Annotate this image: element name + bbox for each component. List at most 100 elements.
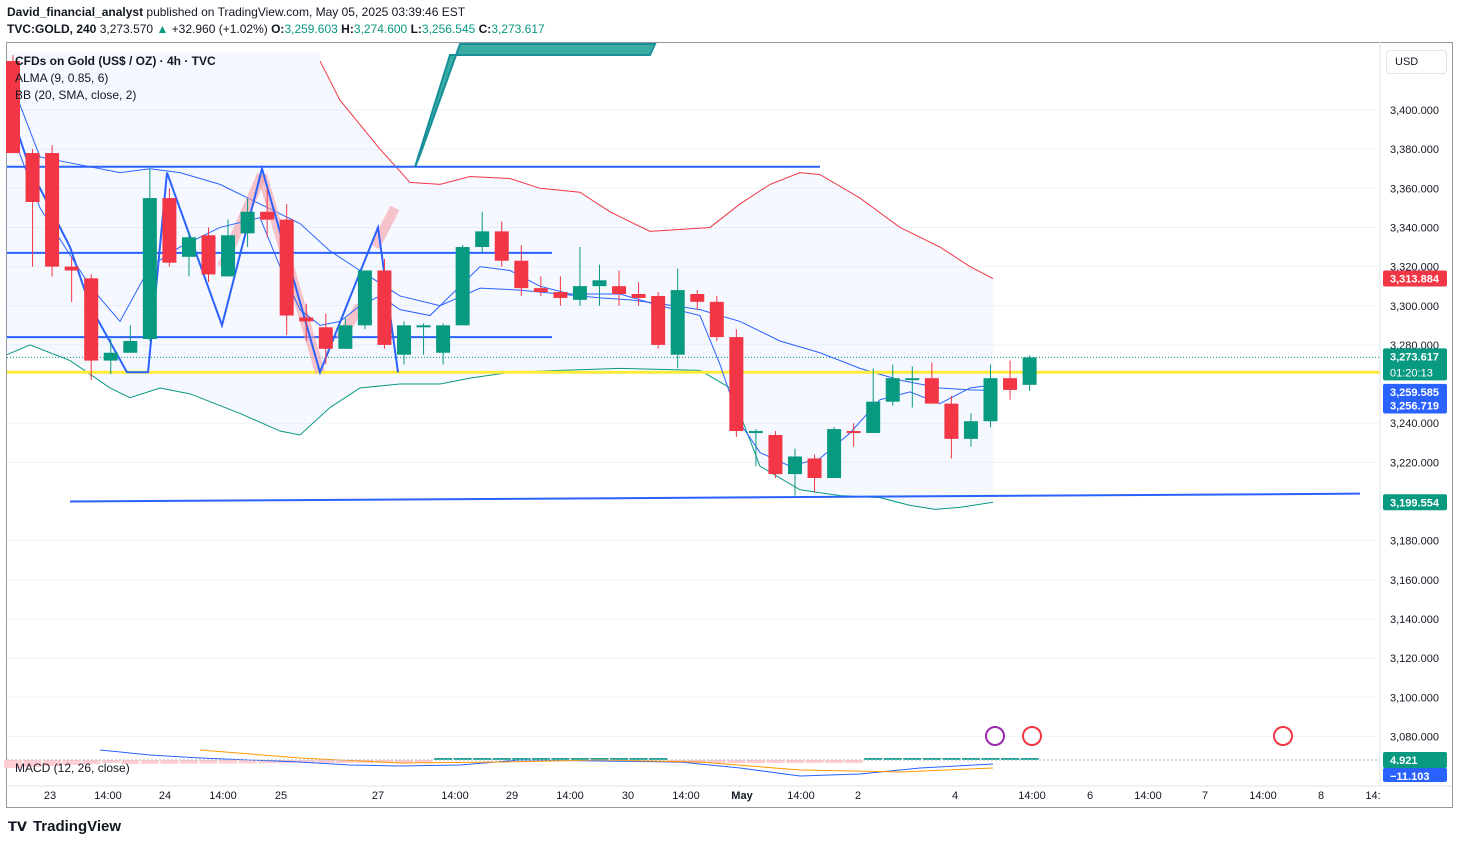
price-tick-label: 3,100.000 (1390, 692, 1439, 704)
macd-bar (82, 760, 101, 764)
open-value: 3,259.603 (284, 22, 338, 36)
macd-bar (258, 760, 277, 764)
price-tick-label: 3,160.000 (1390, 575, 1439, 587)
time-tick-label: May (731, 790, 753, 802)
last-price: 3,273.570 (99, 22, 154, 36)
macd-bar (1001, 758, 1020, 760)
candle-body (455, 247, 470, 326)
candle-body (748, 431, 763, 434)
candle-body (260, 211, 275, 220)
macd-legend[interactable]: MACD (12, 26, close) (15, 761, 130, 775)
candle-body (279, 219, 294, 316)
candle-body (357, 270, 372, 326)
candle-body (963, 421, 978, 439)
candle-body (397, 325, 411, 355)
macd-bar (101, 760, 120, 763)
candle-body (572, 286, 587, 300)
macd-pane (4, 726, 1380, 777)
macd-tag-bg (1383, 752, 1447, 768)
macd-bar (492, 758, 511, 760)
macd-bar (336, 760, 355, 763)
last-price-tag-bg (1383, 348, 1447, 381)
low-label: L: (410, 22, 422, 36)
candle-body (103, 352, 118, 361)
alma-legend[interactable]: ALMA (9, 0.85, 6) (15, 71, 109, 85)
time-tick-label: 4 (952, 790, 958, 802)
bb-basis-tag: 3,256.719 (1390, 401, 1439, 413)
macd-bar (825, 760, 844, 763)
currency-button[interactable]: USD (1386, 50, 1447, 74)
macd-bar (864, 758, 883, 760)
time-tick-label: 14:00 (556, 790, 584, 802)
macd-bar (512, 758, 531, 760)
macd-bar (883, 758, 902, 760)
high-label: H: (341, 22, 354, 36)
time-tick-label: 14:00 (1249, 790, 1277, 802)
time-tick-label: 2 (855, 790, 861, 802)
grid-layer (7, 109, 1380, 737)
candle-body (318, 327, 333, 349)
price-tick-label: 3,300.000 (1390, 301, 1439, 313)
macd-bar (649, 758, 668, 760)
candle-body (905, 378, 920, 381)
candle-body (827, 429, 842, 479)
macd-bar (766, 760, 785, 763)
time-tick-label: 23 (44, 790, 56, 802)
high-value: 3,274.600 (353, 22, 408, 36)
bb-basis-line (6, 70, 994, 392)
candle-body (631, 294, 646, 298)
price-tick-label: 3,380.000 (1390, 144, 1439, 156)
time-tick-label: 7 (1202, 790, 1208, 802)
macd-bar (707, 760, 726, 763)
candle-body (514, 260, 529, 289)
macd-tag: 4.921 (1390, 755, 1418, 767)
macd-bar (551, 758, 570, 760)
macd-bar (121, 760, 140, 764)
time-tick-label: 14:00 (672, 790, 700, 802)
bb-lower-tag: 3,199.554 (1390, 497, 1440, 509)
time-tick-label: 14:00 (787, 790, 815, 802)
candle-body (416, 325, 431, 328)
price-tick-label: 3,400.000 (1390, 105, 1439, 117)
candle-body (944, 403, 959, 439)
macd-bar (395, 760, 413, 763)
candle-body (25, 153, 40, 203)
candle-body (436, 325, 451, 353)
candle-body (983, 378, 998, 422)
macd-bar (727, 760, 746, 763)
alma-tag: 3,259.585 (1390, 387, 1439, 399)
time-tick-label: 14:00 (1134, 790, 1162, 802)
candle-body (553, 292, 568, 298)
chart-title[interactable]: CFDs on Gold (US$ / OZ) · 4h · TVC (15, 54, 216, 68)
macd-bar (844, 760, 863, 763)
candle-body (729, 337, 744, 432)
macd-bar (453, 758, 472, 760)
macd-bar (199, 760, 218, 764)
macd-bar (297, 760, 316, 764)
candle-body (1003, 378, 1018, 390)
macd-bar (805, 760, 824, 763)
price-tick-label: 3,180.000 (1390, 536, 1439, 548)
brand-name: TradingView (32, 818, 122, 835)
candle-body (201, 235, 216, 275)
macd-bar (140, 760, 159, 764)
change-value: +32.960 (+1.02%) (171, 22, 268, 36)
candle-body (221, 235, 236, 277)
candle-body (123, 340, 138, 353)
time-tick-label: 14:00 (209, 790, 237, 802)
time-tick-label: 8 (1318, 790, 1324, 802)
author-name[interactable]: David_financial_analyst (7, 5, 144, 19)
ohlc-line: TVC:GOLD, 240 3,273.570 ▲ +32.960 (+1.02… (7, 22, 545, 36)
macd-bar (629, 758, 648, 760)
candle-body (670, 290, 685, 355)
macd-bar (922, 758, 941, 760)
candle-body (866, 401, 881, 433)
chart-frame (6, 42, 1453, 808)
candle-body (651, 295, 666, 345)
macd-bar (316, 760, 335, 763)
close-value: 3,273.617 (491, 22, 545, 36)
bb-legend[interactable]: BB (20, SMA, close, 2) (15, 88, 137, 102)
open-label: O: (271, 22, 285, 36)
price-tick-label: 3,140.000 (1390, 614, 1439, 626)
